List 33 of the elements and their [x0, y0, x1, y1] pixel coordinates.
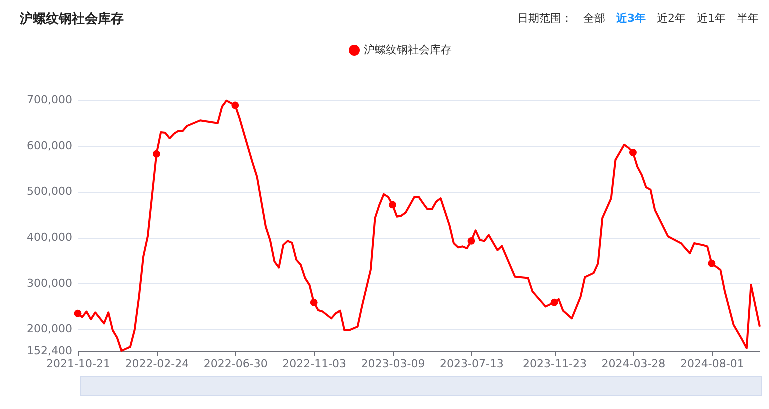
x-tick-label: 2022-02-24: [125, 358, 190, 370]
text: 半年: [737, 12, 759, 25]
y-tick-label: 600,000: [27, 139, 72, 152]
x-tick-label: 2024-03-28: [602, 358, 666, 370]
text: 日期范围：: [517, 12, 572, 25]
y-tick-label: 200,000: [27, 322, 72, 336]
point: [152, 150, 160, 158]
x-tick-label: 2022-11-03: [282, 358, 347, 370]
text: 全部: [583, 12, 606, 25]
point: [74, 310, 82, 318]
point: [310, 298, 318, 306]
point: [389, 201, 396, 209]
x-tick-label: 2023-11-23: [523, 358, 587, 370]
point: [232, 102, 240, 110]
point: [630, 149, 637, 156]
x-tick-label: 2021-10-21: [46, 358, 110, 370]
y-tick-label: 500,000: [27, 185, 72, 198]
chart-title: 沪螺纹钢社会库存: [20, 10, 124, 28]
point: [468, 237, 476, 245]
y-tick-label: 300,000: [27, 276, 72, 290]
y-tick-label: 700,000: [27, 94, 72, 106]
y-tick-label: 400,000: [27, 231, 72, 244]
text: 近3年: [616, 12, 646, 25]
x-tick-label: 2023-03-09: [361, 358, 426, 370]
x-tick-label: 2023-07-13: [440, 358, 504, 370]
text: 近2年: [657, 12, 686, 25]
point: [550, 298, 558, 306]
text: 近1年: [697, 12, 726, 25]
x-tick-label: 2022-06-30: [204, 358, 268, 370]
x-tick-label: 2024-08-01: [680, 358, 744, 370]
legend-label: 沪螺纹钢社会库存: [364, 44, 452, 56]
y-tick-label: 152,400: [27, 344, 72, 358]
point: [708, 260, 716, 268]
